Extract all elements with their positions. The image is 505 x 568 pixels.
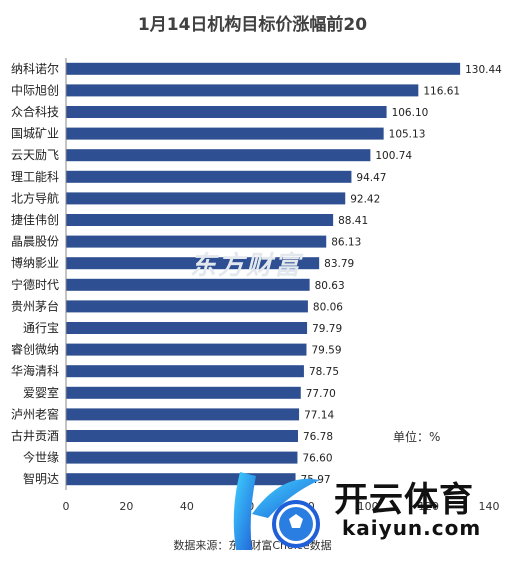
data-label: 100.74 bbox=[375, 150, 412, 162]
x-tick-label: 40 bbox=[180, 500, 194, 513]
bar bbox=[66, 84, 419, 97]
x-tick-label: 0 bbox=[63, 500, 70, 513]
x-tick-label: 20 bbox=[119, 500, 133, 513]
bar bbox=[66, 365, 304, 378]
logo-k-icon bbox=[233, 472, 320, 550]
logo-en-text: kaiyun.com bbox=[342, 516, 482, 540]
data-label: 105.13 bbox=[389, 129, 426, 141]
data-label: 78.75 bbox=[309, 366, 339, 378]
data-label: 86.13 bbox=[331, 237, 361, 249]
category-label: 泸州老窖 bbox=[11, 406, 59, 421]
category-label: 捷佳伟创 bbox=[11, 213, 59, 227]
data-label: 94.47 bbox=[356, 172, 386, 184]
bar bbox=[66, 278, 310, 291]
category-label: 纳科诺尔 bbox=[11, 61, 59, 76]
category-label: 云天励飞 bbox=[11, 148, 59, 162]
data-label: 77.70 bbox=[306, 388, 336, 400]
category-label: 今世缘 bbox=[23, 450, 59, 465]
data-label: 76.78 bbox=[303, 431, 333, 443]
bar bbox=[66, 300, 308, 313]
category-label: 博纳影业 bbox=[11, 255, 59, 270]
category-label: 北方导航 bbox=[11, 190, 59, 205]
chart-title: 1月14日机构目标价涨幅前20 bbox=[137, 15, 368, 35]
data-label: 79.79 bbox=[312, 323, 342, 335]
category-label: 通行宝 bbox=[23, 321, 59, 335]
bar bbox=[66, 170, 352, 183]
watermark: 东方财富 bbox=[190, 251, 303, 281]
category-label: 晶晨股份 bbox=[11, 235, 59, 249]
bar bbox=[66, 106, 387, 118]
category-label: 贵州茅台 bbox=[11, 298, 59, 313]
data-label: 77.14 bbox=[304, 409, 334, 421]
category-label: 众合科技 bbox=[11, 104, 59, 119]
data-label: 88.41 bbox=[338, 215, 368, 227]
category-label: 宁德时代 bbox=[11, 277, 59, 292]
category-label: 爱婴室 bbox=[23, 385, 59, 400]
bar bbox=[66, 386, 301, 399]
bar bbox=[66, 408, 300, 421]
category-label: 理工能科 bbox=[11, 170, 59, 184]
kaiyun-logo: 开云体育 kaiyun.com bbox=[222, 462, 502, 562]
category-label: 古井贡酒 bbox=[11, 428, 59, 443]
bar bbox=[66, 257, 320, 270]
bar bbox=[66, 62, 461, 75]
data-label: 116.61 bbox=[423, 85, 460, 97]
bar bbox=[66, 192, 346, 205]
data-label: 79.59 bbox=[311, 345, 341, 357]
bar bbox=[66, 451, 298, 464]
bar bbox=[66, 235, 327, 248]
bar bbox=[66, 149, 371, 162]
category-label: 睿创微纳 bbox=[11, 342, 59, 357]
data-label: 92.42 bbox=[350, 193, 380, 205]
data-label: 80.63 bbox=[315, 280, 345, 292]
x-tick-label: 100 bbox=[358, 500, 379, 513]
data-label: 80.06 bbox=[313, 301, 343, 313]
x-tick-label: 120 bbox=[418, 500, 439, 513]
category-label: 中际旭创 bbox=[11, 82, 59, 97]
bar bbox=[66, 214, 334, 226]
data-label: 76.60 bbox=[302, 453, 332, 465]
unit-note: 单位：% bbox=[393, 430, 441, 444]
category-label: 国城矿业 bbox=[11, 127, 59, 141]
bar bbox=[66, 430, 298, 442]
data-label: 130.44 bbox=[465, 64, 502, 76]
category-label: 华海清科 bbox=[11, 363, 59, 378]
bar bbox=[66, 343, 307, 356]
data-label: 106.10 bbox=[392, 107, 429, 119]
bar bbox=[66, 322, 308, 334]
x-tick-label: 140 bbox=[479, 500, 500, 513]
category-label: 智明达 bbox=[23, 471, 59, 486]
bar bbox=[66, 127, 384, 140]
logo-cn-text: 开云体育 bbox=[334, 480, 474, 520]
data-label: 83.79 bbox=[324, 258, 354, 270]
